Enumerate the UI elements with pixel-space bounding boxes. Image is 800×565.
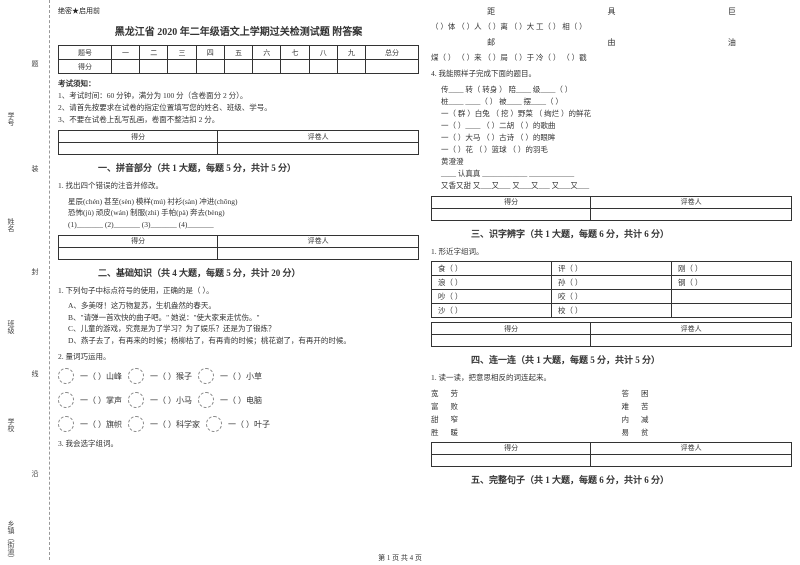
- gear-icon: [58, 368, 74, 384]
- gear-icon: [128, 416, 144, 432]
- sec2-q2: 2. 量词巧运用。: [58, 351, 419, 363]
- sec2-q1: 1. 下列句子中标点符号的使用，正确的是（ ）。: [58, 285, 419, 297]
- notes-title: 考试须知：: [58, 78, 419, 90]
- gear-row-2: 一（ ）掌声 一（ ）小马 一（ ）电脑: [58, 392, 419, 408]
- exam-notes: 考试须知： 1、考试时间：60 分钟，满分为 100 分（含卷面分 2 分）。 …: [58, 78, 419, 126]
- gear-icon: [206, 416, 222, 432]
- th-10: 总分: [366, 46, 419, 60]
- section-5-title: 五、完整句子（共 1 大题，每题 6 分，共计 6 分）: [471, 473, 792, 486]
- gear-row-1: 一（ ）山峰 一（ ）猴子 一（ ）小草: [58, 368, 419, 384]
- grade-box-4: 得分评卷人: [431, 322, 792, 347]
- side-school: 学校: [6, 418, 16, 432]
- score-row-label: 得分: [59, 60, 112, 74]
- opt-a: A、多美呀！这万物复苏，生机盎然的春天。: [68, 300, 419, 312]
- sec1-line1: 星辰(chén) 甚至(sèn) 模样(mú) 衬衫(sàn) 冲进(chōng…: [68, 196, 419, 208]
- char-row-2: 邮 由 油: [431, 37, 792, 48]
- gear-icon: [58, 416, 74, 432]
- char-grid: 食（ ）评（ ）刚（ ） 浪（ ）孙（ ）钢（ ） 吵（ ）咬（ ） 沙（ ）校…: [431, 261, 792, 318]
- th-9: 九: [337, 46, 365, 60]
- grade-box-5: 得分评卷人: [431, 442, 792, 467]
- fill-row-1: （ ）体 （ ）人 （ ）离 （ ）大 工（ ） 相（ ）: [431, 21, 792, 33]
- th-4: 四: [196, 46, 224, 60]
- gear-row-3: 一（ ）旗帜 一（ ）科学家 一（ ）叶子: [58, 416, 419, 432]
- sec1-nums: (1)_______ (2)_______ (3)_______ (4)____…: [68, 219, 419, 231]
- th-8: 八: [309, 46, 337, 60]
- right-column: 距 具 巨 （ ）体 （ ）人 （ ）离 （ ）大 工（ ） 相（ ） 邮 由 …: [431, 6, 792, 565]
- th-2: 二: [140, 46, 168, 60]
- q4-block: 传____ 转（ 转身 ） 陪____ 级____（ ） 桩____ ____（…: [431, 84, 792, 192]
- th-3: 三: [168, 46, 196, 60]
- th-7: 七: [281, 46, 309, 60]
- th-6: 六: [253, 46, 281, 60]
- gear-icon: [58, 392, 74, 408]
- side-cut: 沿: [30, 470, 40, 477]
- sec3-q: 1. 形近字组词。: [431, 246, 792, 258]
- sec1-q: 1. 找出四个错误的注音并修改。: [58, 180, 419, 192]
- side-line: 题: [30, 60, 40, 67]
- section-3-title: 三、识字辨字（共 1 大题，每题 6 分，共计 6 分）: [471, 227, 792, 240]
- fill-row-2: 煤（ ） （ ）来 （ ）局 （ ）于 冷（ ） （ ）戳: [431, 52, 792, 64]
- sec1-line2: 恐怖(jù) 顽皮(wán) 制服(zhì) 手帕(pà) 奔去(bèng): [68, 207, 419, 219]
- section-1-title: 一、拼音部分（共 1 大题，每题 5 分，共计 5 分）: [98, 161, 419, 174]
- side-class: 班级: [6, 320, 16, 334]
- gear-icon: [128, 392, 144, 408]
- exam-title: 黑龙江省 2020 年二年级语文上学期过关检测试题 附答案: [58, 23, 419, 38]
- gear-icon: [128, 368, 144, 384]
- q4-title: 4. 我能照样子完成下面的题目。: [431, 68, 792, 80]
- side-name: 姓名: [6, 218, 16, 232]
- note-1: 1、考试时间：60 分钟，满分为 100 分（含卷面分 2 分）。: [58, 90, 419, 102]
- section-4-title: 四、连一连（共 1 大题，每题 5 分，共计 5 分）: [471, 353, 792, 366]
- sec4-q: 1. 读一读，把意思相反的词连起来。: [431, 372, 792, 384]
- antonym-grid: 宽劳 答困 富败 难苦 甜窄 内减 胜暖 易贫: [431, 388, 792, 438]
- side-glue: 封: [30, 268, 40, 275]
- side-id: 学号: [6, 112, 16, 126]
- opt-d: D、燕子去了，有再来的时候；杨柳枯了，有再青的时候；桃花谢了，有再开的时候。: [68, 335, 419, 347]
- page-footer: 第 1 页 共 4 页: [0, 553, 800, 563]
- grade-box-3: 得分评卷人: [431, 196, 792, 221]
- secret-mark: 绝密★启用前: [58, 6, 419, 16]
- left-column: 绝密★启用前 黑龙江省 2020 年二年级语文上学期过关检测试题 附答案 题号 …: [58, 6, 419, 565]
- th-0: 题号: [59, 46, 112, 60]
- gear-icon: [198, 368, 214, 384]
- char-row-1: 距 具 巨: [431, 6, 792, 17]
- opt-b: B、"请弹一首欢快的曲子吧。" 她说："使大家束走忧伤。": [68, 312, 419, 324]
- sec2-q3: 3. 我会选字组词。: [58, 438, 419, 450]
- side-fold: 线: [30, 370, 40, 377]
- binding-band: 乡镇（街道） 学校 班级 姓名 学号 沿 线 封 装 题: [0, 0, 50, 560]
- section-2-title: 二、基础知识（共 4 大题，每题 5 分，共计 20 分）: [98, 266, 419, 279]
- note-2: 2、请首先按要求在试卷的指定位置填写您的姓名、班级、学号。: [58, 102, 419, 114]
- grade-box-1: 得分评卷人: [58, 130, 419, 155]
- content-area: 绝密★启用前 黑龙江省 2020 年二年级语文上学期过关检测试题 附答案 题号 …: [50, 0, 800, 565]
- gear-icon: [198, 392, 214, 408]
- th-5: 五: [224, 46, 252, 60]
- grade-box-2: 得分评卷人: [58, 235, 419, 260]
- th-1: 一: [111, 46, 139, 60]
- side-bind: 装: [30, 165, 40, 172]
- score-table: 题号 一 二 三 四 五 六 七 八 九 总分 得分: [58, 45, 419, 74]
- opt-c: C、儿童的游戏，究竟是为了学习？为了娱乐？还是为了锻炼？: [68, 323, 419, 335]
- note-3: 3、不要在试卷上乱写乱画，卷面不整洁扣 2 分。: [58, 114, 419, 126]
